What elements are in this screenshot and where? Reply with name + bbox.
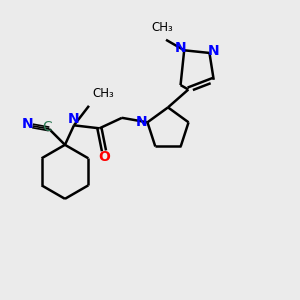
Text: N: N [68, 112, 79, 126]
Text: N: N [136, 115, 148, 129]
Text: C: C [42, 119, 52, 134]
Text: N: N [208, 44, 219, 58]
Text: N: N [22, 116, 34, 130]
Text: CH₃: CH₃ [92, 87, 114, 101]
Text: N: N [175, 41, 186, 55]
Text: O: O [99, 150, 110, 164]
Text: CH₃: CH₃ [152, 21, 173, 34]
